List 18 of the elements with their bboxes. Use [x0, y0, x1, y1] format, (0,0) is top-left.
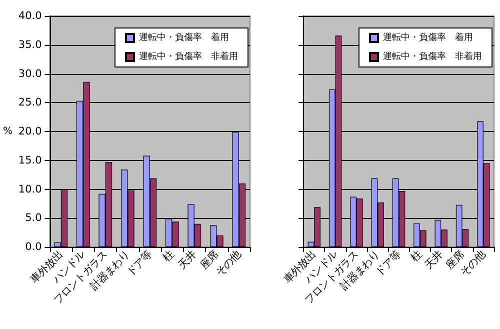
y-tick-label: 25.0	[18, 96, 42, 109]
y-tick-label: 0.0	[25, 241, 42, 253]
legend-label: 運転中・負傷率 非着用	[139, 51, 238, 62]
y-tick-label: 40.0	[18, 10, 42, 22]
y-tick-label: 35.0	[18, 38, 42, 51]
y-tick-label: 30.0	[18, 68, 42, 80]
y-tick-label: 15.0	[18, 154, 42, 166]
x-tick-label: 天井	[422, 248, 446, 272]
y-tick-label: 10.0	[18, 183, 42, 196]
x-tick-label: 柱	[408, 248, 424, 264]
legend-label: 運転中・負傷率 着用	[139, 32, 229, 43]
legend-label: 運転中・負傷率 非着用	[383, 51, 482, 62]
y-axis-title: %	[2, 126, 12, 137]
legend-label: 運転中・負傷率 着用	[383, 32, 473, 43]
x-tick-label: 柱	[160, 248, 176, 264]
y-tick-label: 20.0	[18, 126, 42, 138]
y-tick-label: 5.0	[25, 212, 42, 224]
x-tick-label: 天井	[176, 248, 199, 272]
